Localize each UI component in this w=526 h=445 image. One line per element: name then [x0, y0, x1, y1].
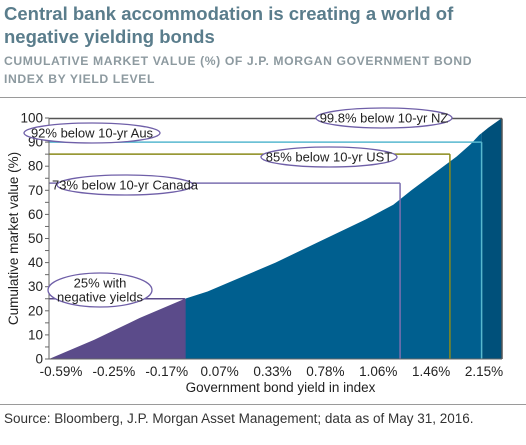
x-tick-label-7: 1.06%	[359, 364, 397, 379]
area-region-1	[49, 298, 185, 359]
cumulative-market-value-chart: Cumulative market value (%) Government b…	[6, 107, 503, 396]
annotation-oval-1	[47, 272, 153, 308]
chart-subtitle: CUMULATIVE MARKET VALUE (%) OF J.P. MORG…	[4, 54, 473, 86]
annotation-label-1-line-2: negative yields	[57, 290, 143, 305]
area-region-2	[184, 133, 482, 359]
x-axis-label: Government bond yield in index	[186, 380, 376, 395]
source-note: Source: Bloomberg, J.P. Morgan Asset Man…	[4, 411, 474, 426]
area-region-3	[481, 118, 502, 359]
y-tick-label-80: 80	[28, 159, 43, 174]
annotation-label-2: 73% below 10-yr Canada	[52, 178, 199, 193]
y-tick-label-40: 40	[28, 255, 43, 270]
x-tick-label-2: -0.25%	[92, 364, 135, 379]
y-tick-label-30: 30	[28, 279, 43, 294]
top-divider	[0, 97, 526, 98]
annotation-oval-5	[315, 107, 453, 129]
y-axis-label: Cumulative market value (%)	[6, 152, 21, 325]
x-tick-label-6: 0.78%	[306, 364, 344, 379]
x-tick-label-3: -0.17%	[145, 364, 188, 379]
annotation-oval-2	[56, 174, 194, 196]
y-tick-label-60: 60	[28, 207, 43, 222]
x-tick-label-9: 2.15%	[465, 364, 503, 379]
annotation-oval-3	[260, 146, 398, 168]
annotation-label-4: 92% below 10-yr Aus	[31, 126, 154, 141]
y-tick-label-10: 10	[28, 327, 43, 342]
y-tick-label-20: 20	[28, 303, 43, 318]
y-tick-label-70: 70	[28, 183, 43, 198]
axes: Cumulative market value (%) Government b…	[6, 111, 503, 396]
bottom-divider	[0, 404, 526, 405]
x-tick-label-1: -0.59%	[40, 364, 83, 379]
annotation-label-3: 85% below 10-yr UST	[266, 150, 392, 165]
y-tick-label-50: 50	[28, 231, 43, 246]
area-layer	[49, 118, 502, 359]
annotation-label-5: 99.8% below 10-yr NZ	[320, 111, 449, 126]
y-tick-label-100: 100	[20, 111, 43, 126]
y-tick-label-0: 0	[35, 352, 43, 367]
x-tick-label-5: 0.33%	[253, 364, 291, 379]
annotation-oval-4	[23, 122, 161, 144]
annotation-label-1-line-1: 25% with	[74, 276, 127, 291]
chart-title: Central bank accommodation is creating a…	[4, 3, 454, 47]
x-tick-label-8: 1.46%	[412, 364, 450, 379]
x-tick-label-4: 0.07%	[200, 364, 238, 379]
